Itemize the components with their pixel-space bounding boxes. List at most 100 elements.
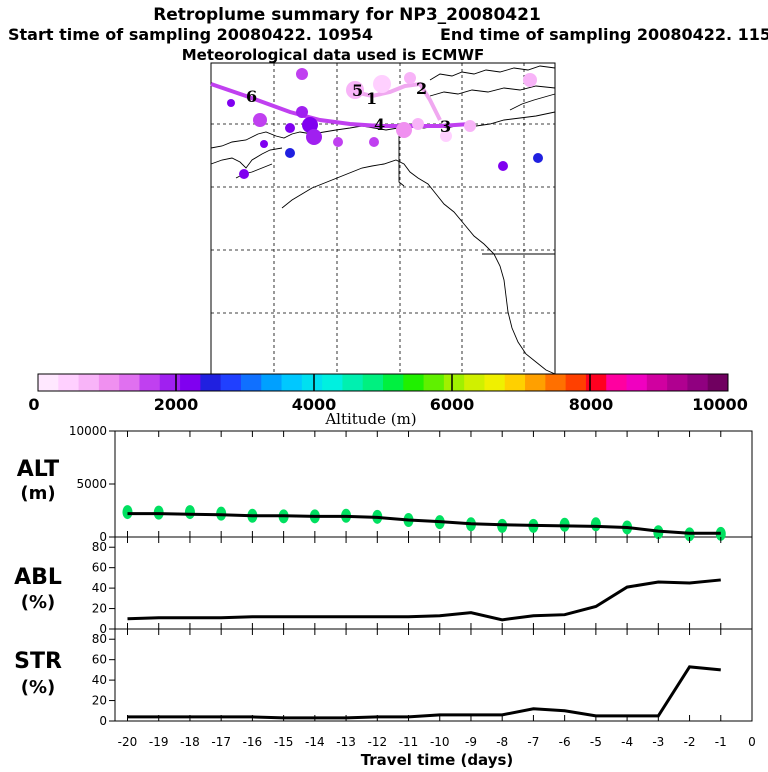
panel-alt: 0 5000 10000 — [69, 424, 753, 544]
y-tick-label: 0 — [99, 714, 107, 728]
colorbar-tick-2000: 2000 — [154, 395, 199, 414]
plume-label-5: 5 — [352, 81, 363, 100]
colorbar-swatch — [220, 374, 242, 391]
plume-dot — [404, 72, 416, 84]
str-panel-frame — [114, 628, 753, 722]
x-tick-label: -12 — [367, 735, 387, 749]
y-tick-label: 5000 — [76, 477, 107, 491]
panel-abl: 0 20 40 60 80 — [92, 537, 753, 636]
y-tick-label: 80 — [92, 632, 107, 646]
colorbar-axis-label: Altitude (m) — [324, 410, 416, 428]
x-tick-label: -11 — [399, 735, 419, 749]
x-tick-label: -15 — [274, 735, 294, 749]
plume-dot — [239, 169, 249, 179]
str-unit: (%) — [21, 677, 56, 698]
alt-unit: (m) — [20, 483, 55, 504]
plume-dot — [373, 75, 391, 93]
plume-dot — [369, 137, 379, 147]
plume-main-track — [210, 82, 471, 128]
x-tick-label: -1 — [715, 735, 727, 749]
colorbar-swatch — [423, 374, 445, 391]
colorbar-swatch — [626, 374, 648, 391]
colorbar-swatch — [565, 374, 587, 391]
x-axis-title: Travel time (days) — [361, 751, 514, 768]
y-tick-label: 10000 — [69, 424, 107, 438]
alt-scatter-point — [184, 505, 195, 520]
plume-dot — [498, 161, 508, 171]
colorbar-swatch — [139, 374, 161, 391]
colorbar-swatch — [200, 374, 222, 391]
colorbar-swatch — [484, 374, 506, 391]
colorbar-swatch — [98, 374, 120, 391]
plume-dot — [306, 129, 322, 145]
colorbar-tick-6000: 6000 — [430, 395, 475, 414]
map-panel: 6 5 4 3 2 1 — [210, 62, 556, 375]
colorbar-tick-0: 0 — [28, 395, 39, 414]
x-tick-label: -14 — [305, 735, 325, 749]
alt-series-line — [127, 512, 721, 535]
plume-dots — [227, 68, 543, 179]
x-tick-label: -2 — [684, 735, 696, 749]
plume-dot — [285, 123, 295, 133]
colorbar-swatch — [443, 374, 465, 391]
plume-dot — [412, 118, 424, 130]
map-frame — [210, 62, 556, 375]
colorbar-swatch — [464, 374, 485, 391]
map-gridlines — [211, 63, 555, 374]
colorbar-swatch — [585, 374, 607, 391]
plume-dot — [396, 122, 412, 138]
x-tick-label: -7 — [527, 735, 539, 749]
x-tick-label: -4 — [621, 735, 633, 749]
end-time-label: End time of sampling 20080422. 11534 — [440, 25, 768, 44]
x-tick-label: -13 — [336, 735, 356, 749]
altitude-colorbar — [37, 373, 729, 392]
alt-label: ALT — [17, 457, 59, 482]
colorbar-swatch — [362, 374, 384, 391]
x-tick-label: -16 — [243, 735, 263, 749]
colorbar-swatch — [707, 374, 729, 391]
panel-str: 0 20 40 60 80 — [92, 629, 753, 728]
colorbar-swatch — [525, 374, 546, 391]
colorbar-swatch — [159, 374, 181, 391]
x-tick-label: -19 — [149, 735, 169, 749]
figure-title: Retroplume summary for NP3_20080421 — [153, 5, 541, 25]
plume-label-4: 4 — [374, 115, 385, 134]
met-data-label: Meteorological data used is ECMWF — [182, 46, 485, 64]
y-tick-label: 60 — [92, 561, 107, 575]
y-tick-label: 40 — [92, 581, 107, 595]
x-tick-label: 0 — [748, 735, 756, 749]
x-tick-label: -8 — [496, 735, 508, 749]
plume-secondary-track — [354, 81, 442, 121]
colorbar-swatch — [58, 374, 80, 391]
plume-dot — [260, 140, 268, 148]
colorbar-swatch — [687, 374, 709, 391]
plume-dot — [464, 120, 476, 132]
colorbar-swatch — [504, 374, 526, 391]
plume-dot — [296, 106, 308, 118]
colorbar-swatch — [322, 374, 343, 391]
plume-dot — [296, 68, 308, 80]
y-tick-label: 80 — [92, 540, 107, 554]
plume-trajectory — [210, 81, 471, 128]
colorbar-swatch — [383, 374, 404, 391]
abl-unit: (%) — [21, 592, 56, 613]
colorbar-swatch — [342, 374, 364, 391]
colorbar-tick-8000: 8000 — [569, 395, 614, 414]
colorbar-swatch — [38, 374, 59, 391]
y-tick-label: 40 — [92, 673, 107, 687]
plume-dot — [285, 148, 295, 158]
colorbar-swatch — [78, 374, 100, 391]
str-label: STR — [14, 649, 62, 674]
colorbar-tick-10000: 10000 — [692, 395, 748, 414]
plume-dot — [523, 73, 537, 87]
colorbar-swatch — [606, 374, 628, 391]
plume-dot — [440, 130, 452, 142]
colorbar-swatch — [646, 374, 668, 391]
start-time-label: Start time of sampling 20080422. 10954 — [8, 25, 373, 44]
y-tick-label: 0 — [99, 530, 107, 544]
colorbar-swatch — [281, 374, 303, 391]
x-tick-label: -20 — [118, 735, 138, 749]
y-tick-label: 20 — [92, 694, 107, 708]
